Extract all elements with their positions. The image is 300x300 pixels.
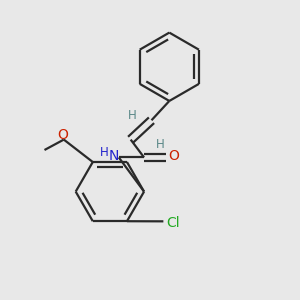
Text: H: H	[100, 146, 109, 159]
Text: O: O	[57, 128, 68, 142]
Text: O: O	[168, 149, 179, 163]
Text: H: H	[128, 109, 136, 122]
Text: N: N	[108, 149, 118, 163]
Text: Cl: Cl	[166, 216, 180, 230]
Text: H: H	[156, 138, 165, 151]
